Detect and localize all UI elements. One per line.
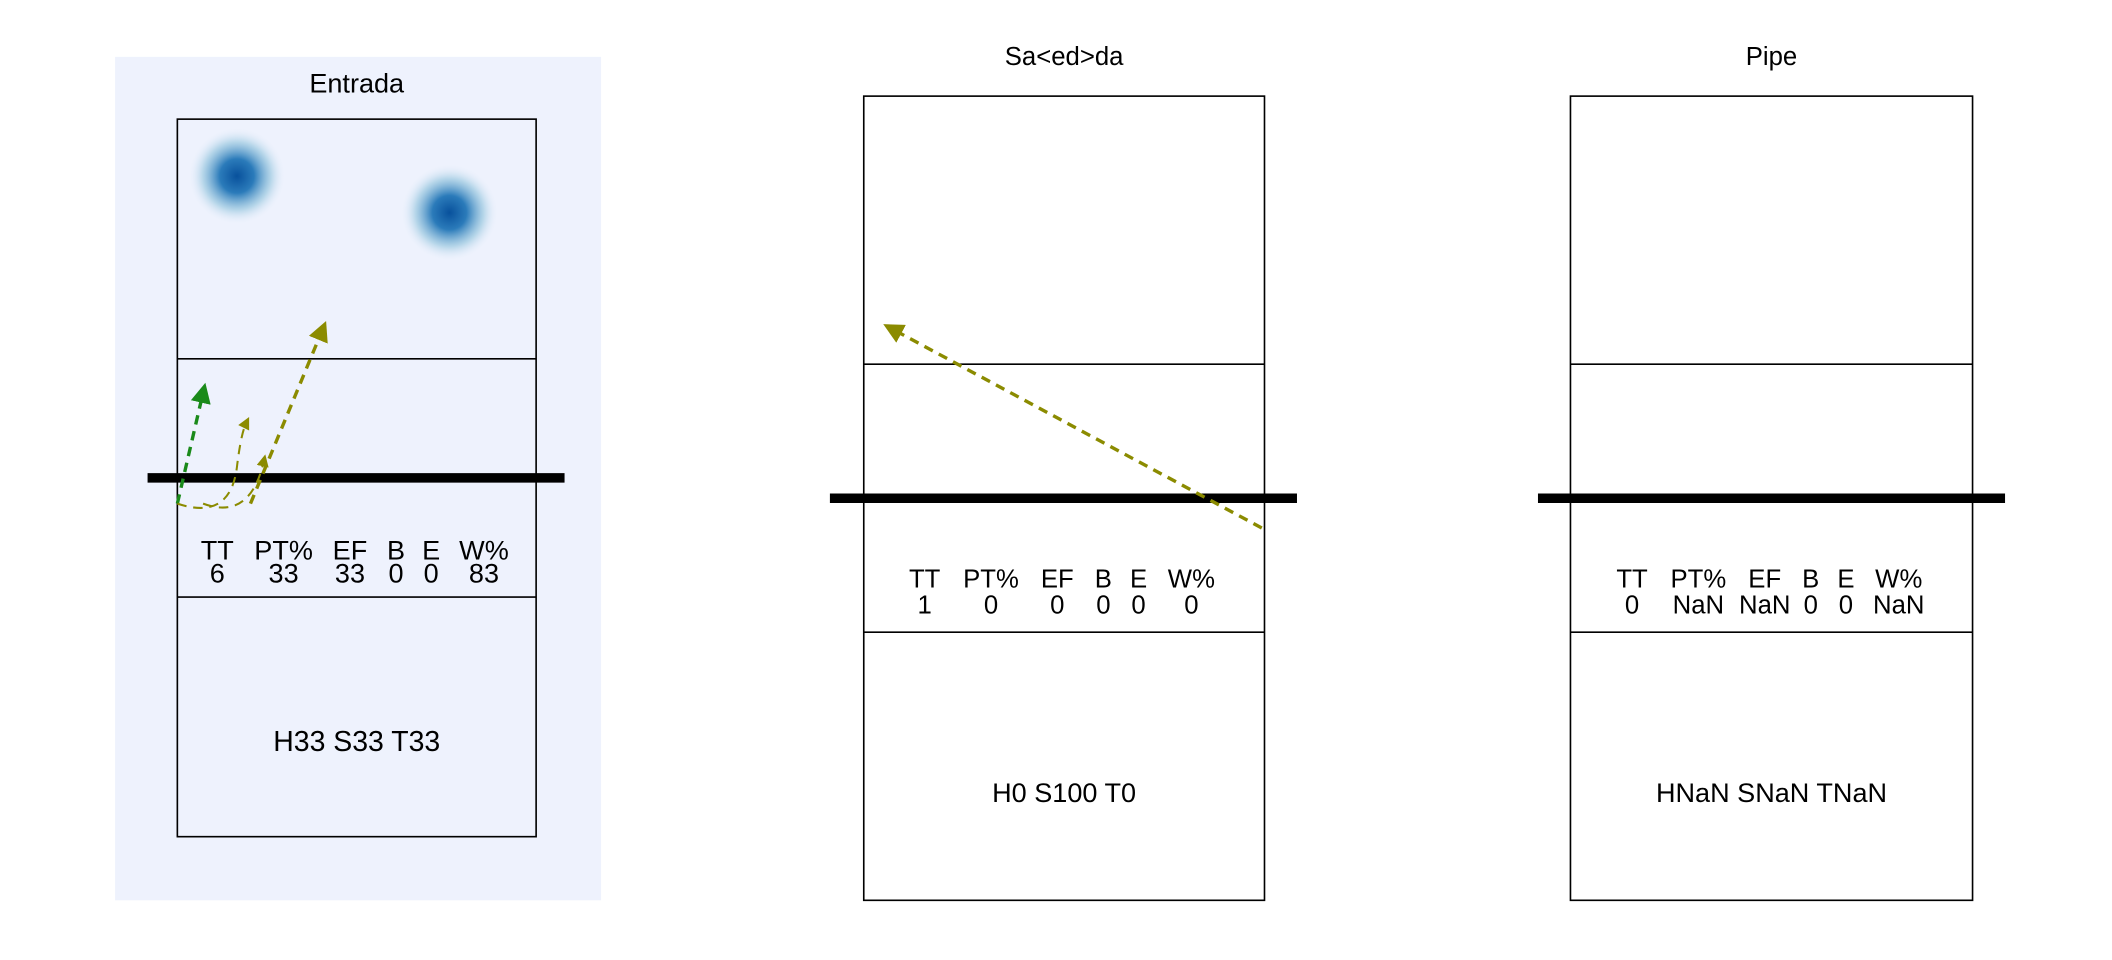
stat-header: PT% bbox=[963, 566, 1019, 594]
stat-header: B bbox=[387, 535, 405, 566]
stat-value: 1 bbox=[918, 591, 932, 619]
stat-header: W% bbox=[1875, 566, 1922, 594]
stat-value: 0 bbox=[1131, 591, 1145, 619]
stat-value: 0 bbox=[1839, 591, 1853, 619]
heat-blob bbox=[188, 127, 286, 225]
heat-blob bbox=[400, 163, 499, 262]
stat-header: EF bbox=[333, 535, 368, 566]
summary: H0 S100 T0 bbox=[992, 777, 1136, 808]
stat-value: NaN bbox=[1673, 591, 1724, 619]
stat-header: E bbox=[422, 535, 440, 566]
stat-value: 83 bbox=[469, 558, 499, 589]
stat-header: TT bbox=[1616, 566, 1648, 594]
stat-value: 0 bbox=[424, 558, 439, 589]
stat-value: 33 bbox=[269, 558, 299, 589]
stat-value: 0 bbox=[984, 591, 998, 619]
stat-header: B bbox=[1095, 566, 1112, 594]
stat-header: TT bbox=[909, 566, 941, 594]
stat-header: TT bbox=[201, 535, 234, 566]
arrow bbox=[175, 382, 211, 505]
arrow bbox=[883, 324, 1263, 530]
stat-header: E bbox=[1130, 566, 1147, 594]
stat-header: EF bbox=[1748, 566, 1781, 594]
stat-value: NaN bbox=[1739, 591, 1790, 619]
stat-header: W% bbox=[1168, 566, 1215, 594]
arrow bbox=[177, 416, 250, 509]
stat-value: 0 bbox=[388, 558, 403, 589]
panel-title: Sa<ed>da bbox=[1005, 43, 1124, 71]
stat-header: EF bbox=[1041, 566, 1074, 594]
summary: H33 S33 T33 bbox=[273, 726, 440, 758]
stat-value: 0 bbox=[1804, 591, 1818, 619]
stat-header: B bbox=[1802, 566, 1819, 594]
stat-header: PT% bbox=[254, 535, 313, 566]
stat-value: 33 bbox=[335, 558, 365, 589]
stat-value: 0 bbox=[1184, 591, 1198, 619]
panel-title: Entrada bbox=[309, 67, 405, 98]
stat-value: 0 bbox=[1050, 591, 1064, 619]
summary: HNaN SNaN TNaN bbox=[1656, 777, 1887, 808]
stat-value: 0 bbox=[1096, 591, 1110, 619]
panel-title: Pipe bbox=[1746, 43, 1797, 71]
attack-arrows bbox=[175, 320, 1263, 530]
stat-value: 6 bbox=[210, 558, 225, 589]
stat-header: PT% bbox=[1671, 566, 1727, 594]
stat-value: NaN bbox=[1873, 591, 1924, 619]
stat-header: W% bbox=[459, 535, 509, 566]
stat-value: 0 bbox=[1625, 591, 1639, 619]
stat-header: E bbox=[1837, 566, 1854, 594]
arrow bbox=[202, 454, 269, 509]
